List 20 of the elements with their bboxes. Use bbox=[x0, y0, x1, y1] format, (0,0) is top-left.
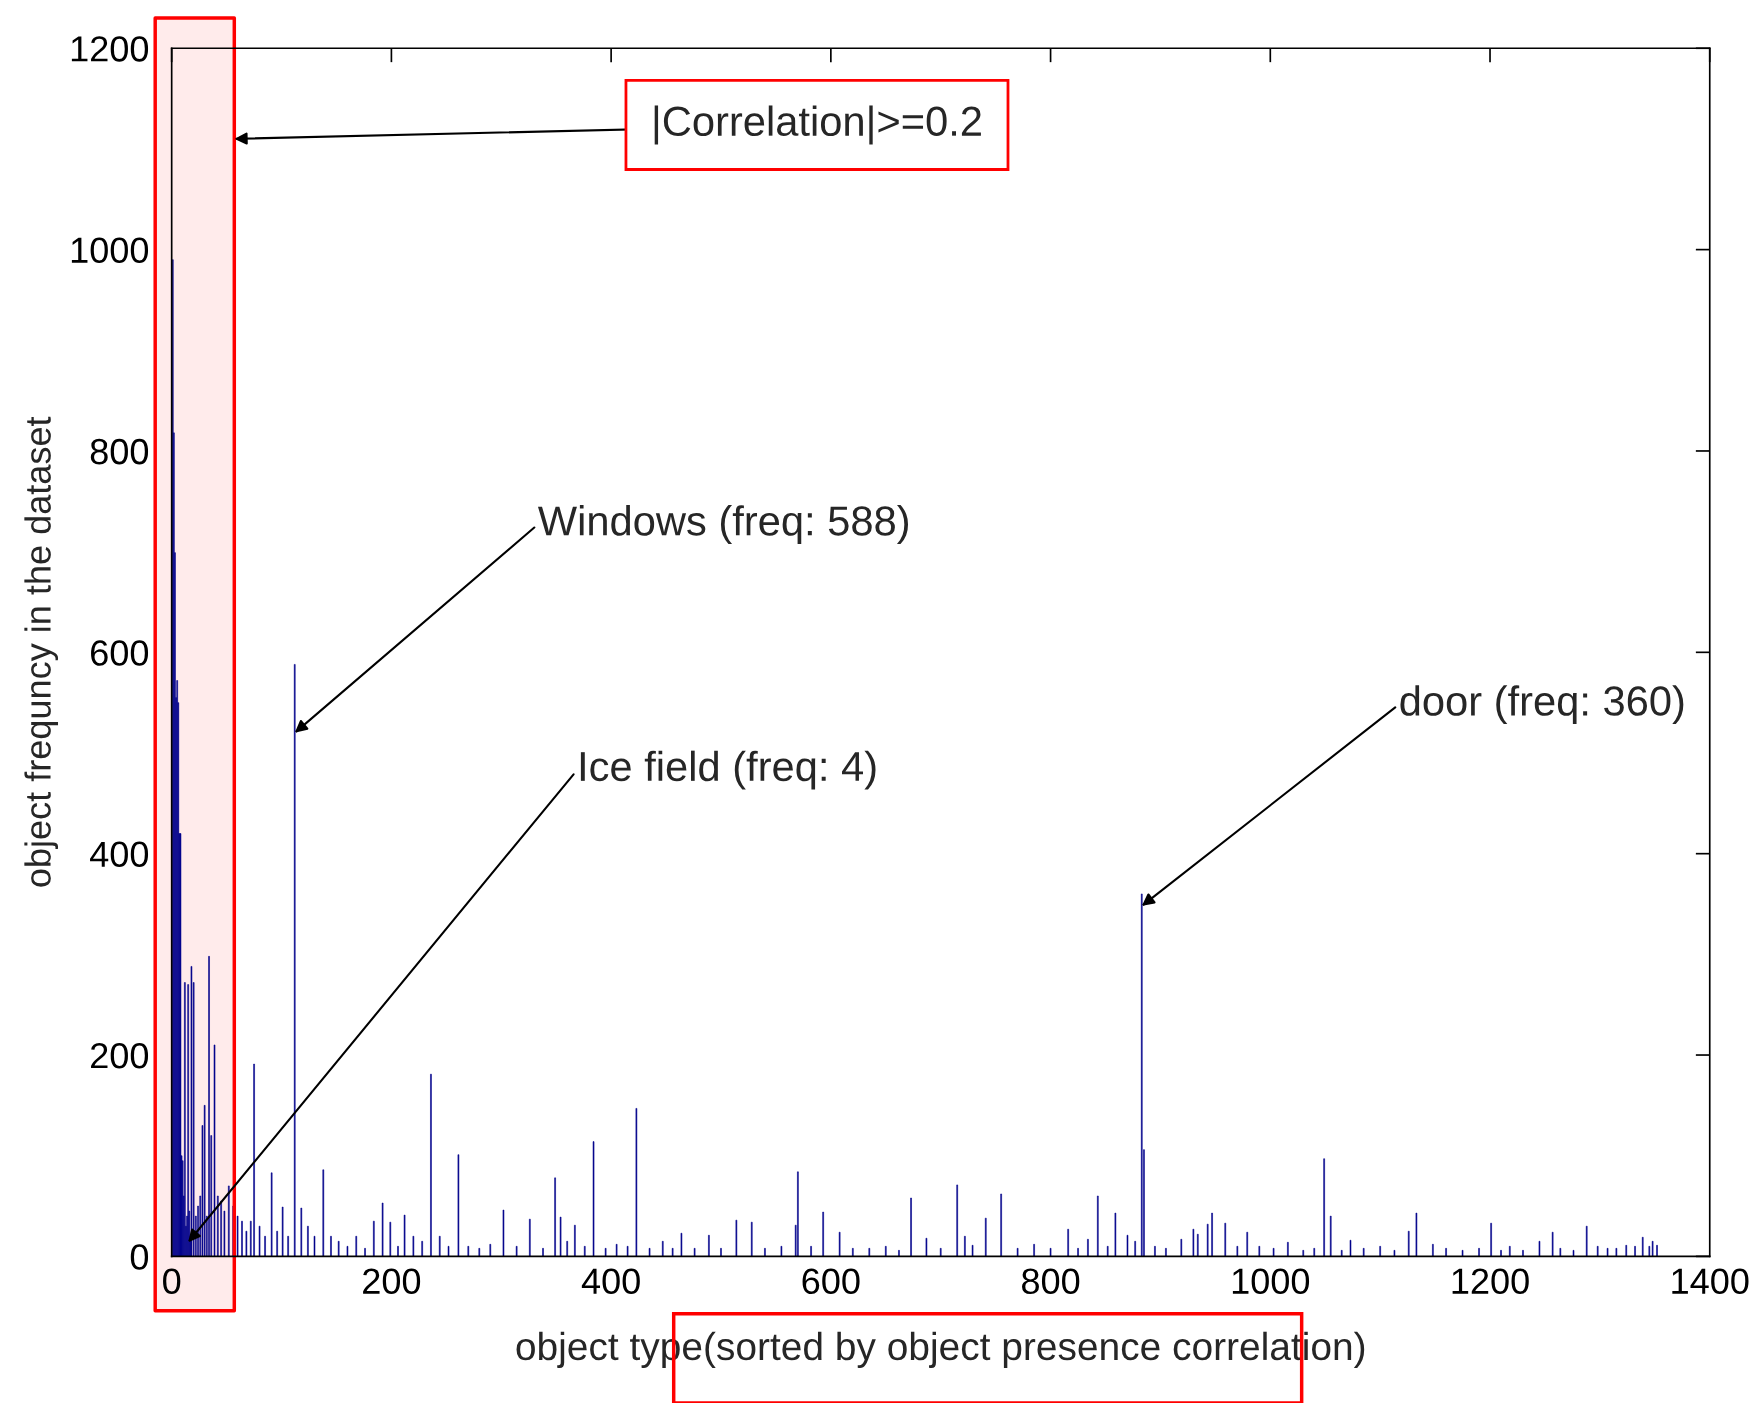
y-tick-label: 1200 bbox=[71, 36, 149, 62]
x-tick-label: 600 bbox=[802, 1268, 860, 1295]
y-tick-label: 600 bbox=[91, 640, 149, 666]
y-tick-label: 400 bbox=[90, 841, 149, 868]
y-tick-label: 800 bbox=[90, 438, 149, 465]
x-tick-label: 1400 bbox=[1672, 1268, 1749, 1295]
y-axis-title: object frequncy in the dataset bbox=[24, 416, 59, 887]
x-tick-label: 1000 bbox=[1232, 1268, 1310, 1295]
y-tick-label: 200 bbox=[91, 1042, 149, 1069]
band-label: |Correlation|>=0.2 bbox=[654, 105, 981, 145]
y-tick-label: 0 bbox=[130, 1244, 149, 1270]
annotation: door (freq: 360) bbox=[1400, 685, 1684, 725]
x-tick-label: 1200 bbox=[1452, 1268, 1529, 1295]
y-tick-label: 1000 bbox=[71, 237, 149, 264]
annotation: Windows (freq: 588) bbox=[537, 505, 909, 544]
annotation: Ice field (freq: 4) bbox=[580, 750, 876, 790]
x-tick-label: 200 bbox=[363, 1268, 421, 1295]
x-tick-label: 800 bbox=[1022, 1268, 1080, 1295]
x-tick-label: 0 bbox=[163, 1268, 181, 1295]
x-tick-label: 400 bbox=[581, 1268, 640, 1295]
